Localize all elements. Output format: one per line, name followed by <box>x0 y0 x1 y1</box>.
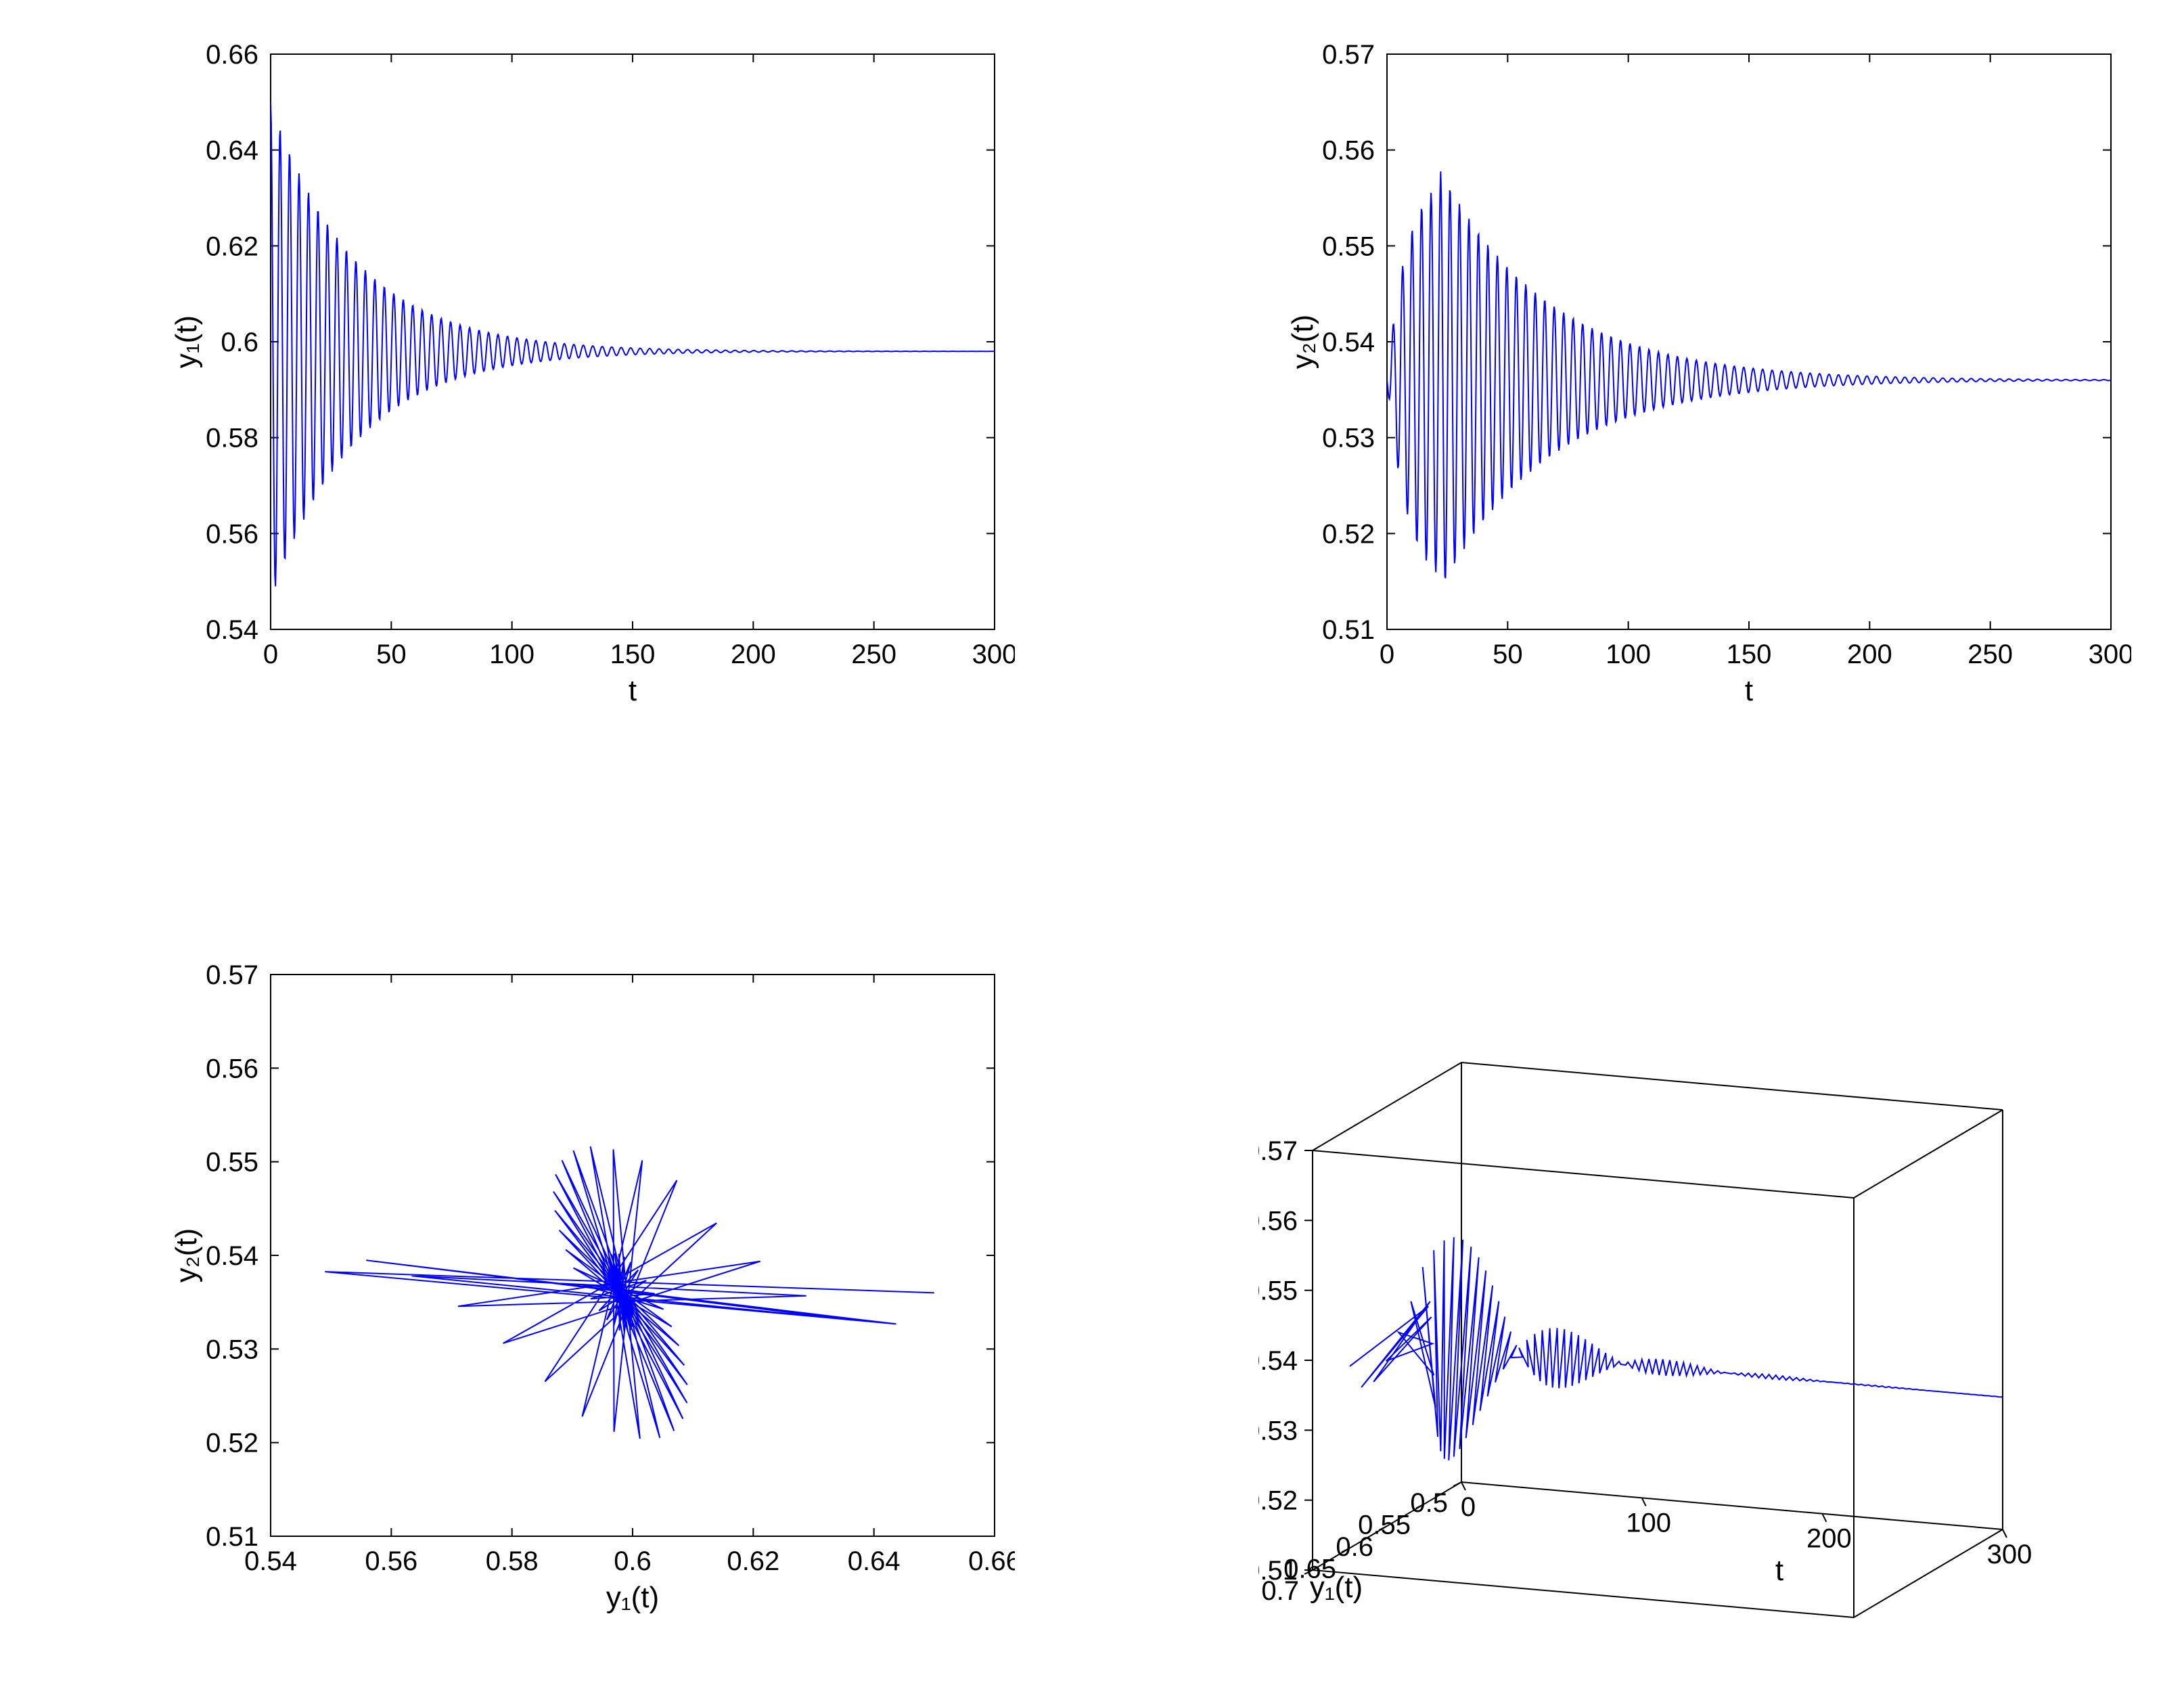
ytick-label: 0.57 <box>206 961 258 990</box>
ztick3d-label: 0.56 <box>1258 1206 1298 1236</box>
y-axis-title: y₁(t) <box>170 315 203 368</box>
ztick3d-label: 0.55 <box>1258 1276 1298 1306</box>
xtick-label: 50 <box>376 640 407 669</box>
plot-svg: 0 50 100 150 200 250 300 0.51 0.52 0.53 0.54 0.55 0.… <box>1286 41 2131 717</box>
xtick-label: 100 <box>1606 640 1651 669</box>
xtick-label: 250 <box>851 640 896 669</box>
ytick-label: 0.54 <box>206 1241 258 1271</box>
ytick-label: 0.56 <box>206 1054 258 1083</box>
ztick3d-label: 0.52 <box>1258 1486 1298 1516</box>
xtick-label: 250 <box>1967 640 2013 669</box>
ytick-label: 0.56 <box>206 519 258 549</box>
ytick3d-label: 0.5 <box>1410 1488 1448 1518</box>
ytick-label: 0.62 <box>206 231 258 261</box>
xtick-label: 300 <box>2089 640 2131 669</box>
xtick-label: 0 <box>263 640 278 669</box>
ytick-label: 0.53 <box>1322 424 1375 453</box>
ytick-label: 0.53 <box>206 1335 258 1364</box>
ytick-label: 0.66 <box>206 41 258 70</box>
xtick-label: 0 <box>1380 640 1394 669</box>
plot-svg: 0 50 100 150 200 250 300 0.54 0.56 0.58 0.6 0.62 0.6… <box>169 41 1015 717</box>
ytick-label: 0.64 <box>206 136 258 166</box>
ytick-label: 0.55 <box>206 1148 258 1178</box>
ytick3d-label: 0.6 <box>1336 1532 1373 1562</box>
ytick-label: 0.54 <box>206 615 258 645</box>
xtick3d-label: 200 <box>1806 1524 1852 1554</box>
ytick-label: 0.51 <box>206 1522 258 1552</box>
ytick-label: 0.54 <box>1322 328 1375 357</box>
y-axis-title: y₂(t) <box>1286 315 1319 370</box>
xtick-label: 0.6 <box>614 1546 652 1576</box>
xtick-label: 0.64 <box>848 1546 901 1576</box>
panel-y2-vs-t: 0 50 100 150 200 250 300 0.51 0.52 0.53 0.54 0.55 0.… <box>1286 41 2131 717</box>
trace-line <box>1387 171 2111 578</box>
plot-svg: 0.54 0.56 0.58 0.6 0.62 0.64 0.66 0.51 0.52 0.53 0… <box>169 961 1015 1624</box>
xtick-label: 200 <box>1847 640 1892 669</box>
panel-y1-vs-t: 0 50 100 150 200 250 300 0.54 0.56 0.58 0.6 0.62 0.6… <box>169 41 1015 717</box>
figure-grid: 0 50 100 150 200 250 300 0.54 0.56 0.58 0.6 0.62 0.6… <box>0 0 2184 1700</box>
trace-line <box>271 102 995 587</box>
panel-phase-y1-y2: 0.54 0.56 0.58 0.6 0.62 0.64 0.66 0.51 0.52 0.53 0… <box>169 961 1015 1624</box>
xtick3d-label: 100 <box>1626 1508 1671 1538</box>
ytick-label: 0.58 <box>206 424 258 453</box>
trace3d-line <box>1350 1237 2002 1460</box>
ztick3d-label: 0.57 <box>1258 1136 1298 1166</box>
ytick-label: 0.51 <box>1322 615 1375 645</box>
panel-3d-trajectory: 01002003000.50.550.60.650.70.510.520.530… <box>1258 968 2138 1645</box>
ytick-label: 0.6 <box>221 328 258 357</box>
ytick-label: 0.55 <box>1322 231 1375 261</box>
xtick-label: 300 <box>972 640 1015 669</box>
ztick3d-label: 0.53 <box>1258 1416 1298 1446</box>
ytick-label: 0.52 <box>206 1429 258 1458</box>
y-axis3d-title: y₁(t) <box>1310 1571 1363 1604</box>
trace-line <box>325 1146 934 1439</box>
xtick-label: 150 <box>610 640 656 669</box>
x-axis-title: t <box>1745 674 1753 707</box>
ytick-label: 0.57 <box>1322 41 1375 70</box>
xtick-label: 150 <box>1727 640 1772 669</box>
xtick3d-label: 300 <box>1987 1540 2032 1569</box>
xtick-label: 0.56 <box>365 1546 417 1576</box>
ztick3d-label: 0.51 <box>1258 1556 1298 1586</box>
xtick-label: 0.62 <box>727 1546 779 1576</box>
x-axis3d-title: t <box>1775 1554 1783 1587</box>
plot3d-svg: 01002003000.50.550.60.650.70.510.520.530… <box>1258 968 2138 1645</box>
xtick-label: 0.58 <box>486 1546 539 1576</box>
xtick-label: 200 <box>731 640 776 669</box>
x-axis-title: t <box>629 674 637 707</box>
ytick-label: 0.56 <box>1322 136 1375 166</box>
xtick3d-label: 0 <box>1461 1492 1476 1522</box>
ztick3d-label: 0.54 <box>1258 1346 1298 1376</box>
xtick-label: 100 <box>489 640 534 669</box>
x-axis-title: y₁(t) <box>606 1581 659 1614</box>
xtick-label: 0.66 <box>968 1546 1015 1576</box>
ytick-label: 0.52 <box>1322 519 1375 549</box>
xtick-label: 50 <box>1493 640 1523 669</box>
y-axis-title: y₂(t) <box>170 1228 203 1283</box>
